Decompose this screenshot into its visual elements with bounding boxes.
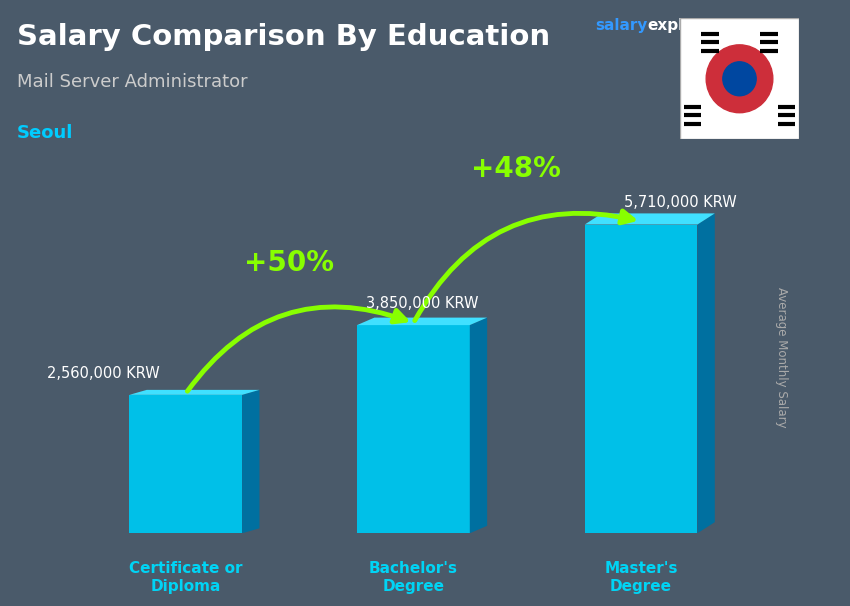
Polygon shape — [680, 18, 799, 139]
Text: Bachelor's
Degree: Bachelor's Degree — [369, 561, 458, 594]
Polygon shape — [242, 390, 259, 533]
Text: Certificate or
Diploma: Certificate or Diploma — [129, 561, 242, 594]
Polygon shape — [585, 224, 698, 533]
Text: +48%: +48% — [472, 155, 561, 183]
Text: salary: salary — [595, 18, 648, 33]
Text: +50%: +50% — [244, 250, 334, 278]
Text: 2,560,000 KRW: 2,560,000 KRW — [47, 366, 160, 381]
Polygon shape — [357, 325, 470, 533]
Text: 5,710,000 KRW: 5,710,000 KRW — [624, 196, 736, 210]
Text: Seoul: Seoul — [17, 124, 73, 142]
Text: Average Monthly Salary: Average Monthly Salary — [775, 287, 789, 428]
Text: Salary Comparison By Education: Salary Comparison By Education — [17, 22, 550, 51]
Circle shape — [706, 45, 773, 113]
Polygon shape — [585, 213, 715, 224]
Text: 3,850,000 KRW: 3,850,000 KRW — [366, 296, 479, 311]
Polygon shape — [470, 318, 487, 533]
Text: explorer: explorer — [648, 18, 720, 33]
Text: .com: .com — [717, 18, 757, 33]
Polygon shape — [129, 390, 259, 395]
Text: Master's
Degree: Master's Degree — [604, 561, 677, 594]
Text: Mail Server Administrator: Mail Server Administrator — [17, 73, 247, 91]
Polygon shape — [357, 318, 487, 325]
Circle shape — [722, 62, 756, 96]
Polygon shape — [698, 213, 715, 533]
Polygon shape — [129, 395, 242, 533]
